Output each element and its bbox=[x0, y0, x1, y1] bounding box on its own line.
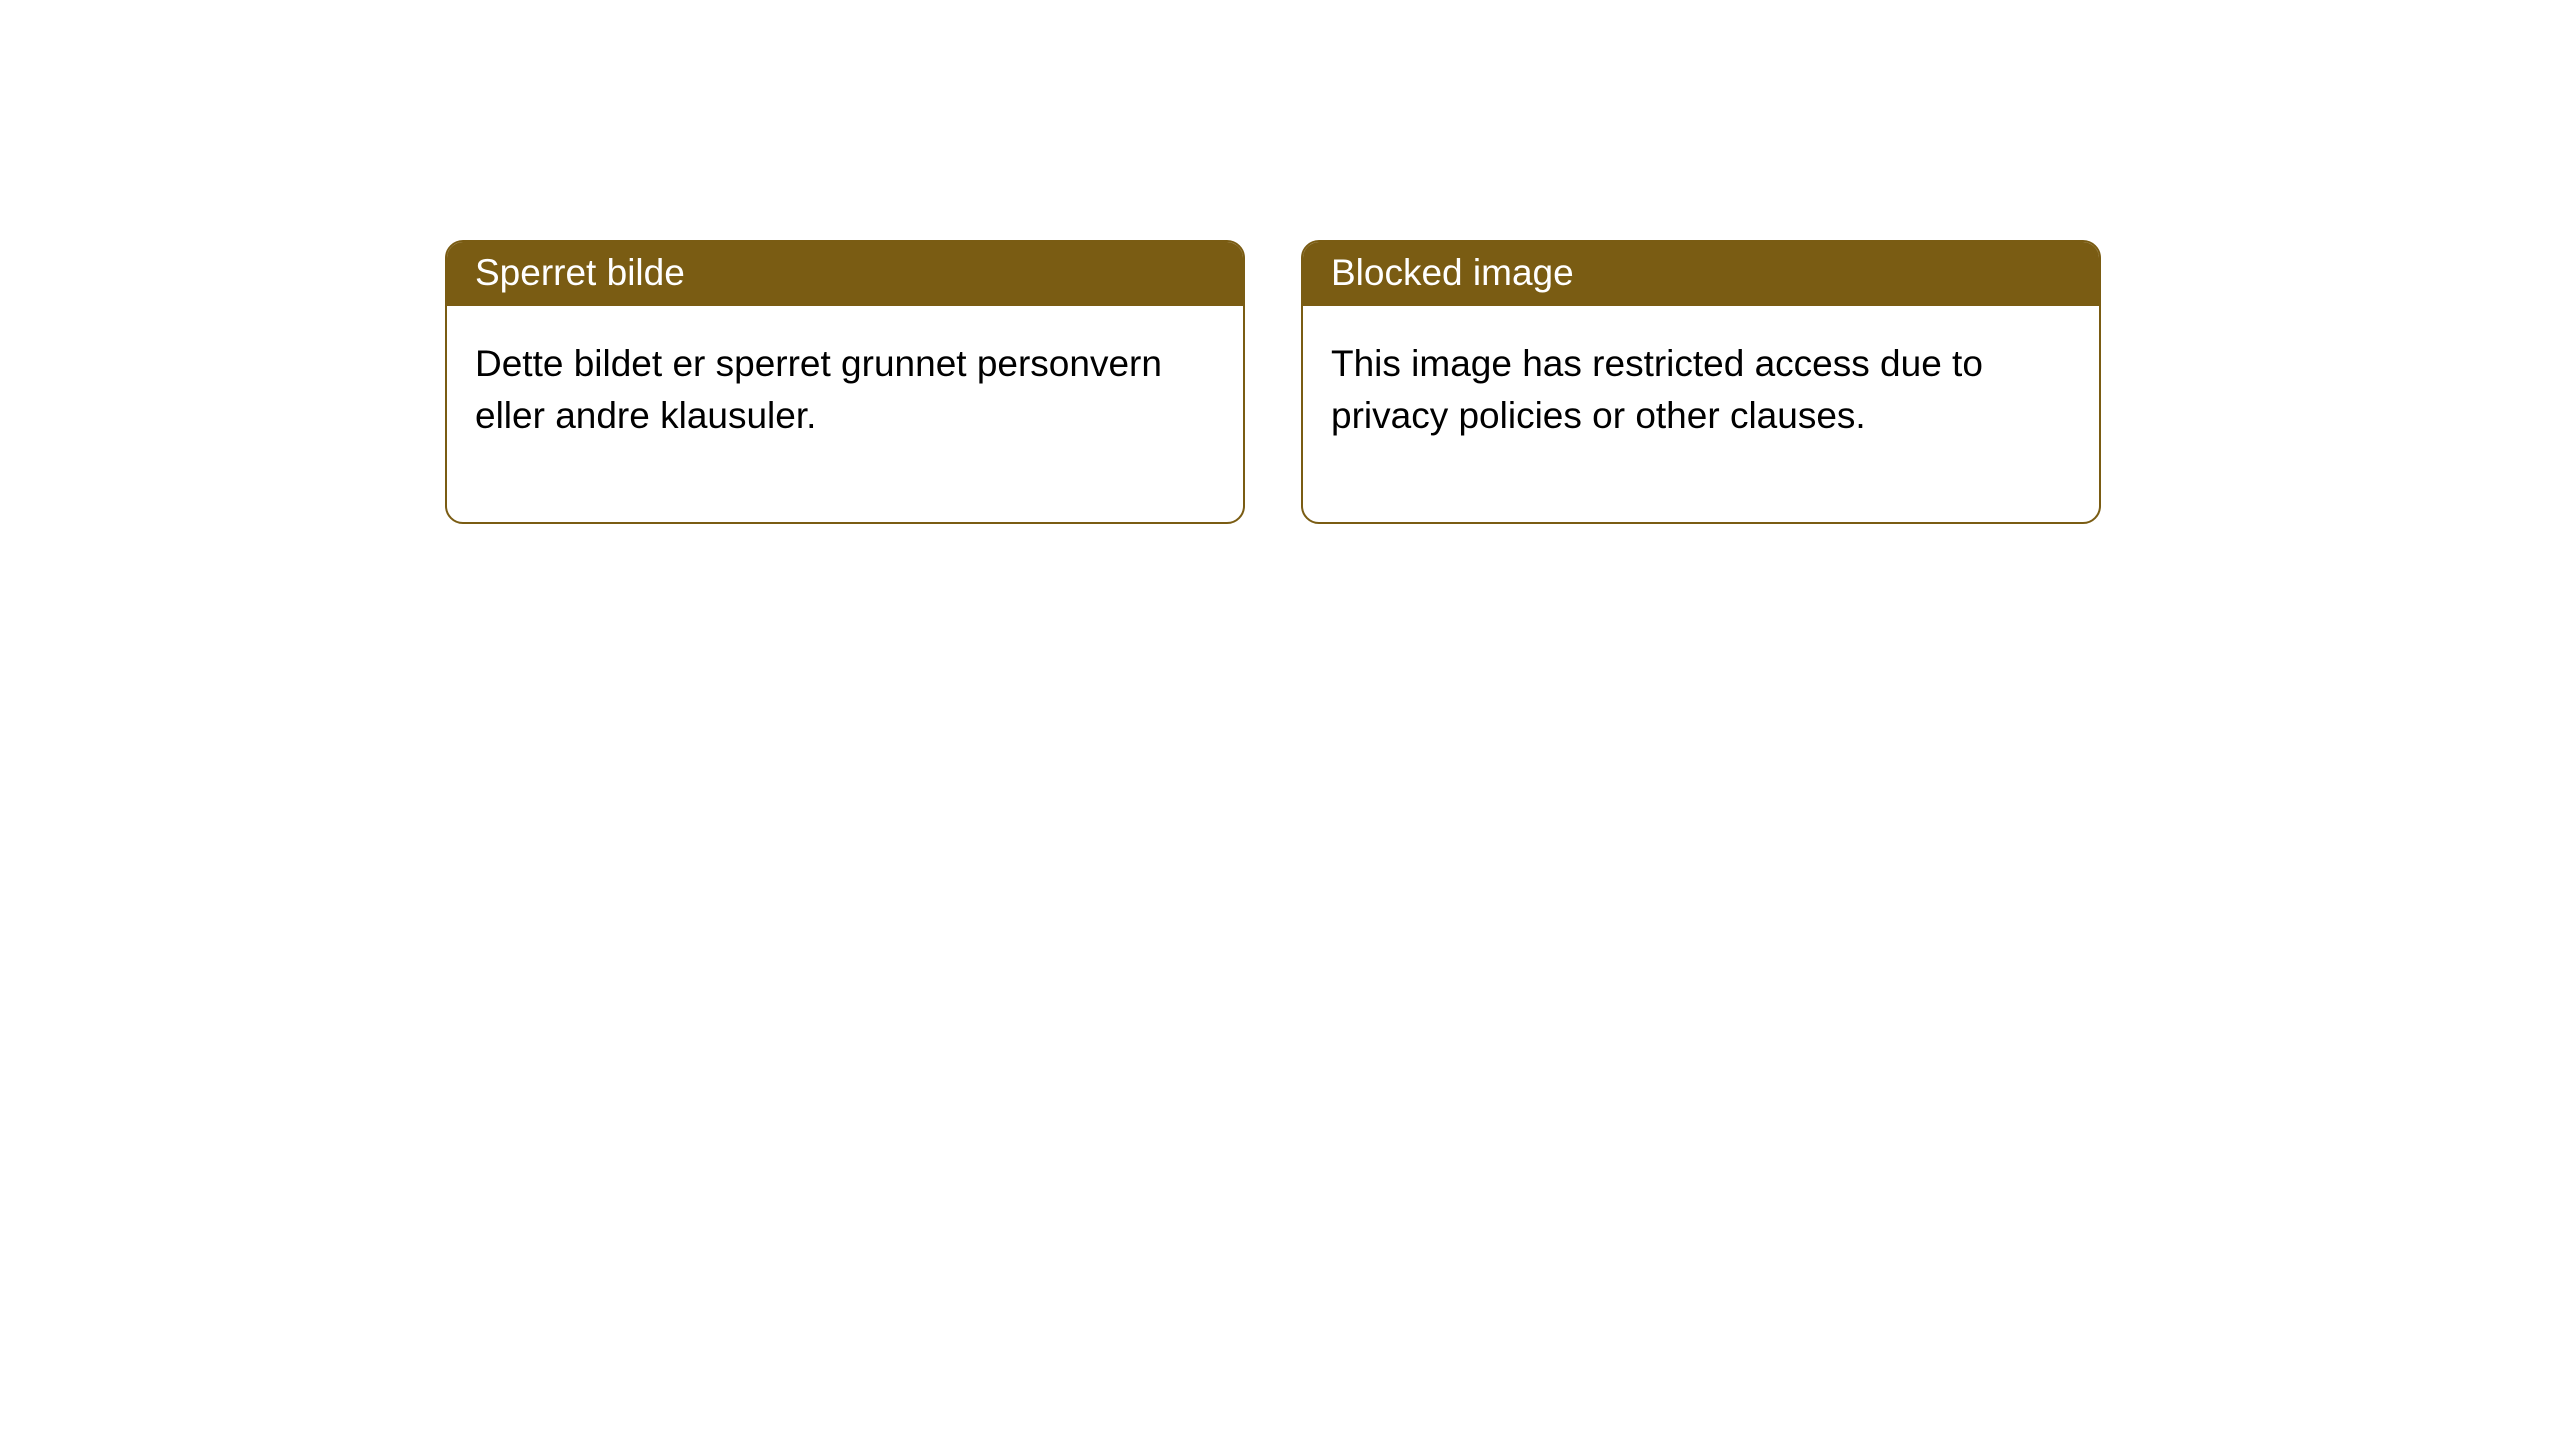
card-header: Blocked image bbox=[1303, 242, 2099, 306]
card-body-text: Dette bildet er sperret grunnet personve… bbox=[475, 343, 1162, 436]
card-title: Sperret bilde bbox=[475, 252, 685, 293]
notice-cards-container: Sperret bilde Dette bildet er sperret gr… bbox=[445, 240, 2101, 524]
notice-card-english: Blocked image This image has restricted … bbox=[1301, 240, 2101, 524]
card-header: Sperret bilde bbox=[447, 242, 1243, 306]
notice-card-norwegian: Sperret bilde Dette bildet er sperret gr… bbox=[445, 240, 1245, 524]
card-body: This image has restricted access due to … bbox=[1303, 306, 2099, 522]
card-body: Dette bildet er sperret grunnet personve… bbox=[447, 306, 1243, 522]
card-body-text: This image has restricted access due to … bbox=[1331, 343, 1983, 436]
card-title: Blocked image bbox=[1331, 252, 1574, 293]
